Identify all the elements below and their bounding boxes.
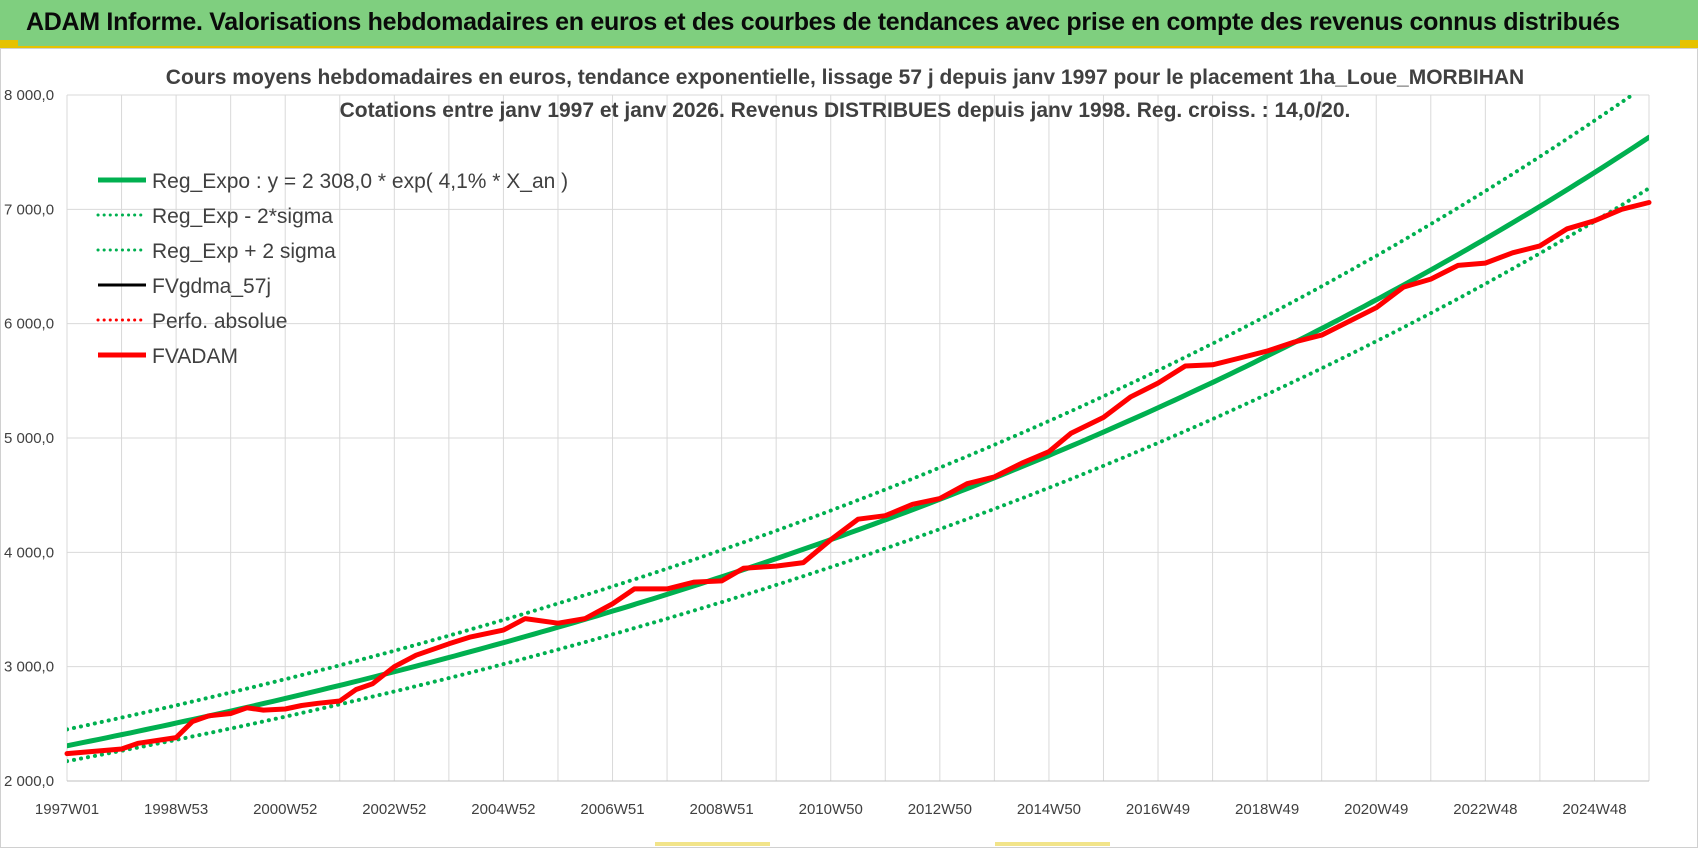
x-tick-label: 2012W50 xyxy=(908,801,972,818)
series-reg-exp-plus-2sigma xyxy=(67,95,1636,732)
header-banner: ADAM Informe. Valorisations hebdomadaire… xyxy=(0,0,1698,48)
legend-label: FVADAM xyxy=(152,345,238,368)
x-tick-label: 1998W53 xyxy=(144,801,208,818)
series-fvadam xyxy=(64,200,1652,757)
legend-label: Reg_Exp + 2 sigma xyxy=(152,240,336,263)
legend-label: FVgdma_57j xyxy=(152,275,271,298)
y-tick-label: 7 000,0 xyxy=(4,201,54,218)
legend-label: Perfo. absolue xyxy=(152,310,287,333)
legend-label: Reg_Expo : y = 2 308,0 * exp( 4,1% * X_a… xyxy=(152,170,568,193)
y-tick-label: 8 000,0 xyxy=(4,87,54,104)
x-tick-label: 2010W50 xyxy=(799,801,863,818)
chart-title-line2: Cotations entre janv 1997 et janv 2026. … xyxy=(340,99,1351,122)
x-tick-label: 2004W52 xyxy=(471,801,535,818)
x-tick-label: 2000W52 xyxy=(253,801,317,818)
x-tick-label: 2006W51 xyxy=(580,801,644,818)
y-tick-label: 5 000,0 xyxy=(4,430,54,447)
x-tick-label: 1997W01 xyxy=(35,801,99,818)
x-tick-label: 2018W49 xyxy=(1235,801,1299,818)
bottom-mark xyxy=(995,842,1110,846)
x-gridlines xyxy=(66,95,1650,781)
bottom-marks xyxy=(0,842,1698,848)
page-title: ADAM Informe. Valorisations hebdomadaire… xyxy=(26,8,1620,36)
y-tick-label: 3 000,0 xyxy=(4,659,54,676)
x-axis-labels: 1997W01 1998W53 2000W52 2002W52 2004W52 2006W… xyxy=(35,801,1627,818)
x-tick-label: 2024W48 xyxy=(1562,801,1626,818)
x-tick-label: 2020W49 xyxy=(1344,801,1408,818)
corner-marker-right xyxy=(1680,40,1698,46)
chart-title-line1: Cours moyens hebdomadaires en euros, ten… xyxy=(166,66,1524,89)
series-reg-exp-minus-2sigma xyxy=(67,186,1649,764)
x-tick-label: 2022W48 xyxy=(1453,801,1517,818)
x-tick-label: 2014W50 xyxy=(1017,801,1081,818)
x-tick-label: 2016W49 xyxy=(1126,801,1190,818)
chart-area: 2 000,0 3 000,0 4 000,0 5 000,0 6 000,0 7 000… xyxy=(4,66,1652,818)
y-gridlines xyxy=(67,94,1649,782)
legend-label: Reg_Exp - 2*sigma xyxy=(152,205,333,228)
y-tick-label: 6 000,0 xyxy=(4,316,54,333)
bottom-mark xyxy=(655,842,770,846)
corner-marker-left xyxy=(0,40,18,46)
series-layer xyxy=(64,95,1652,764)
series-reg-expo xyxy=(67,134,1649,749)
y-tick-label: 2 000,0 xyxy=(4,773,54,790)
x-tick-label: 2008W51 xyxy=(690,801,754,818)
y-axis-labels: 2 000,0 3 000,0 4 000,0 5 000,0 6 000,0 7 000… xyxy=(4,87,54,790)
x-tick-label: 2002W52 xyxy=(362,801,426,818)
legend: Reg_Expo : y = 2 308,0 * exp( 4,1% * X_a… xyxy=(96,170,568,368)
y-tick-label: 4 000,0 xyxy=(4,544,54,561)
